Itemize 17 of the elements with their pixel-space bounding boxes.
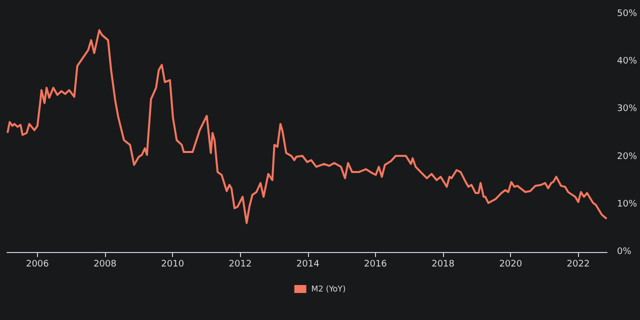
x-tick-label: 2020 — [499, 260, 522, 270]
y-tick-label: 40% — [616, 56, 638, 67]
x-tick-label: 2016 — [364, 260, 388, 270]
x-tick-label: 2022 — [566, 260, 590, 270]
x-tick-label: 2014 — [296, 260, 320, 270]
y-tick-label: 10% — [616, 199, 638, 210]
x-tick-label: 2012 — [228, 260, 252, 270]
x-tick-label: 2006 — [26, 260, 50, 270]
line-series — [6, 29, 607, 224]
y-tick-label: 0% — [616, 247, 632, 257]
x-tick-label: 2018 — [432, 260, 455, 270]
y-tick-label: 30% — [616, 104, 638, 114]
y-tick-label: 20% — [616, 152, 638, 162]
x-tick-label: 2008 — [94, 260, 117, 270]
x-tick-label: 2010 — [161, 260, 184, 270]
y-tick-label: 50% — [616, 9, 638, 19]
legend-label: M2 (YoY) — [311, 284, 346, 294]
